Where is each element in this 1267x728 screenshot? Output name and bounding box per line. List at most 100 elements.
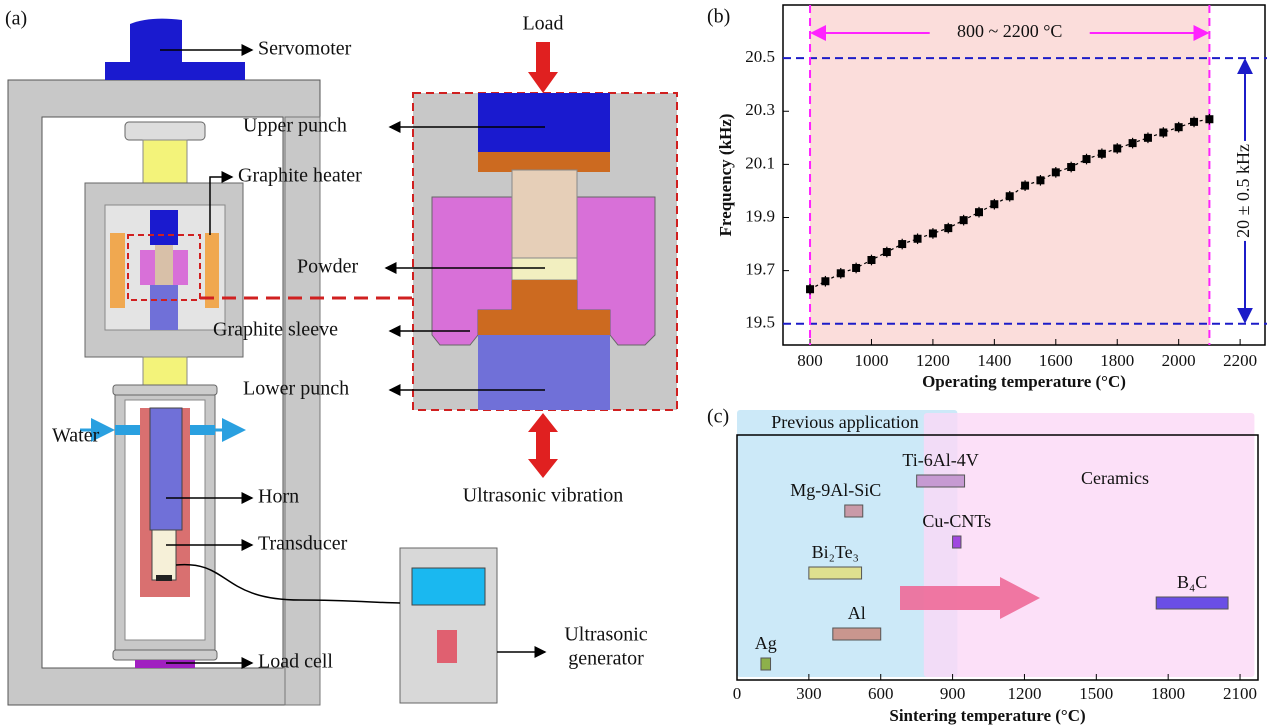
trend-line <box>809 118 1210 290</box>
range-bar <box>808 566 863 580</box>
disc <box>124 121 206 141</box>
water-port <box>115 425 140 435</box>
marker <box>898 240 907 249</box>
label: Ultrasonic <box>564 624 647 646</box>
marker <box>1190 117 1199 126</box>
x-tick-label: 1200 <box>1007 684 1041 703</box>
marker <box>944 224 953 233</box>
marker <box>1051 168 1060 177</box>
bar-label: Al <box>848 603 866 623</box>
label: Load cell <box>258 651 333 673</box>
y-axis-title: Frequency (kHz) <box>716 114 735 237</box>
marker <box>1082 155 1091 164</box>
marker <box>1067 163 1076 172</box>
x-tick-label: 800 <box>797 351 823 370</box>
panel-label: (b) <box>707 6 730 28</box>
transducer <box>151 529 177 581</box>
annotation: 800 ~ 2200 °C <box>957 21 1062 41</box>
disc <box>112 649 218 661</box>
y-tick-label: 20.1 <box>745 153 775 172</box>
label: Graphite sleeve <box>213 319 338 341</box>
label: Upper punch <box>243 115 347 137</box>
label: Transducer <box>258 533 348 555</box>
apparatus-diagram: (a) Servomoter Load Upper punch Graphite… <box>5 8 678 706</box>
x-tick-label: 300 <box>796 684 822 703</box>
marker <box>852 263 861 272</box>
panel-label: (c) <box>707 406 729 428</box>
bar-label: Ti-6Al-4V <box>902 450 978 470</box>
bar-label: Cu-CNTs <box>922 511 991 531</box>
panel-c: Previous application Ceramics 0 300 600 900 12… <box>707 406 1259 725</box>
x-tick-label: 2200 <box>1223 351 1257 370</box>
range-bar <box>760 657 772 671</box>
y-tick-label: 19.7 <box>745 260 775 279</box>
marker <box>1097 149 1106 158</box>
spacer <box>512 280 577 310</box>
marker <box>867 256 876 264</box>
label: Ultrasonic vibration <box>463 485 624 507</box>
x-tick-label: 1400 <box>977 351 1011 370</box>
annotation: 20 ± 0.5 kHz <box>1233 144 1253 238</box>
transducer-base <box>156 575 172 581</box>
upper-punch <box>478 93 610 152</box>
panel-label: (a) <box>5 8 27 30</box>
marker <box>1205 115 1214 124</box>
generator-button <box>437 630 457 663</box>
marker <box>882 248 891 257</box>
spacer <box>478 152 610 172</box>
marker <box>1159 128 1168 137</box>
vibration-arrow <box>528 413 558 478</box>
y-tick-label: 19.5 <box>745 313 775 332</box>
label: Horn <box>258 486 299 508</box>
water-port <box>190 425 215 435</box>
marker <box>1128 139 1137 148</box>
range-bar <box>844 504 864 518</box>
marker <box>1113 144 1122 153</box>
load-arrow <box>528 42 558 93</box>
region-label: Ceramics <box>1081 468 1149 488</box>
region <box>737 410 958 677</box>
bar-label: Ag <box>755 633 777 653</box>
plot-frame <box>736 434 1259 681</box>
x-axis-title: Operating temperature (°C) <box>922 372 1126 391</box>
marker <box>836 269 845 278</box>
bar-label: Mg-9Al-SiC <box>790 480 881 500</box>
panel-b: 800 1000 1200 1400 1600 1800 2000 2200 19.5 19.7 1… <box>707 4 1267 391</box>
range-bar <box>832 627 882 641</box>
load-cell <box>135 660 195 668</box>
marker <box>1143 133 1152 142</box>
marker <box>1005 192 1014 201</box>
x-tick-label: 1500 <box>1079 684 1113 703</box>
range-bar <box>952 535 962 549</box>
x-axis-title: Sintering temperature (°C) <box>889 706 1085 725</box>
die <box>511 169 578 259</box>
column <box>142 139 188 184</box>
marker <box>821 277 830 286</box>
x-tick-label: 1000 <box>854 351 888 370</box>
mini-lower-punch <box>150 285 178 330</box>
generator-display <box>411 567 486 606</box>
column <box>142 356 188 386</box>
leader <box>209 171 234 235</box>
bar-label: Bi₂Te₃ <box>812 542 859 562</box>
x-tick-label: 1800 <box>1151 684 1185 703</box>
label: generator <box>568 648 644 670</box>
label: Load <box>522 13 563 35</box>
bar-label: B₄C <box>1177 572 1207 592</box>
x-tick-label: 1600 <box>1039 351 1073 370</box>
cable <box>175 563 401 604</box>
y-tick-label: 20.5 <box>745 47 775 66</box>
marker <box>1021 181 1030 190</box>
marker <box>974 208 983 217</box>
x-tick-label: 1800 <box>1100 351 1134 370</box>
range-bar <box>916 474 966 488</box>
mini-punch <box>150 210 178 245</box>
servomotor <box>130 18 182 63</box>
label: Powder <box>297 256 358 278</box>
x-tick-label: 2100 <box>1223 684 1257 703</box>
lower-punch <box>478 335 610 410</box>
powder <box>511 257 578 281</box>
zoom-box <box>127 234 201 301</box>
label: Lower punch <box>243 378 349 400</box>
